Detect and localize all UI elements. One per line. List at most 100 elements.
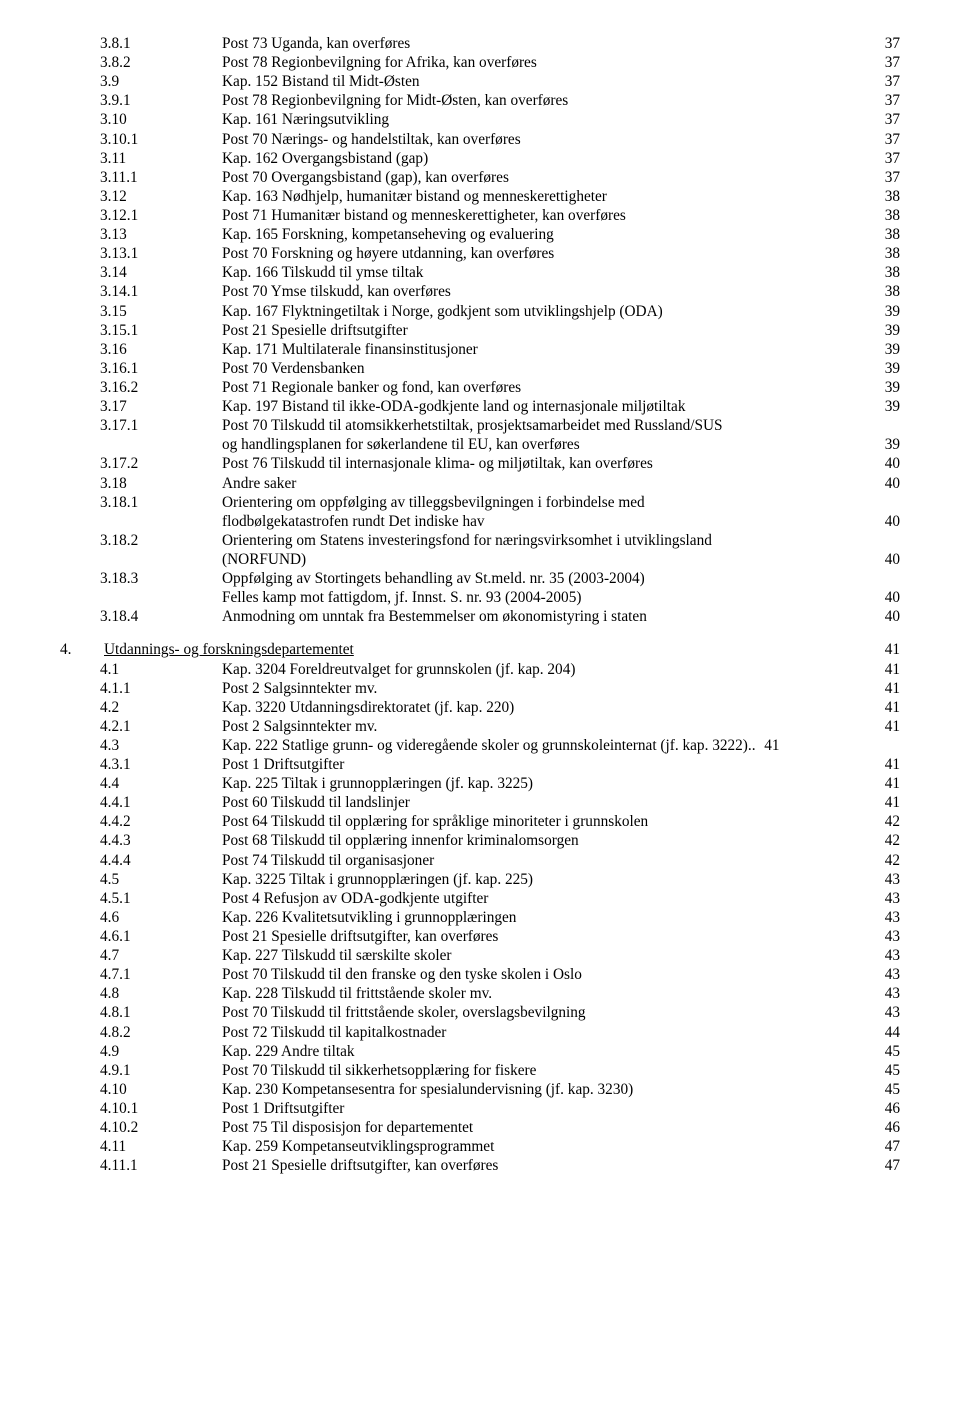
toc-number: 3.9.1: [60, 91, 222, 110]
toc-title: Post 70 Nærings- og handelstiltak, kan o…: [222, 130, 521, 149]
toc-entry: 3.18.1Orientering om oppfølging av tille…: [60, 493, 900, 512]
toc-entry-continuation: (NORFUND)40: [60, 550, 900, 569]
toc-entry-continuation: flodbølgekatastrofen rundt Det indiske h…: [60, 512, 900, 531]
toc-title: Post 68 Tilskudd til opplæring innenfor …: [222, 831, 579, 850]
toc-entry: 3.12.1Post 71 Humanitær bistand og menne…: [60, 206, 900, 225]
toc-page-number: 43: [876, 1003, 900, 1022]
toc-page-number: 43: [876, 870, 900, 889]
toc-number: 4.11: [60, 1137, 222, 1156]
toc-page-number: 43: [876, 965, 900, 984]
toc-title: Kap. 229 Andre tiltak: [222, 1042, 355, 1061]
toc-number: 4.4.3: [60, 831, 222, 850]
toc-title: Post 74 Tilskudd til organisasjoner: [222, 851, 434, 870]
toc-number: 3.16: [60, 340, 222, 359]
toc-number: 4.3: [60, 736, 222, 755]
toc-number: 3.16.1: [60, 359, 222, 378]
toc-entry: 3.14.1Post 70 Ymse tilskudd, kan overfør…: [60, 282, 900, 301]
toc-title: Post 70 Tilskudd til sikkerhetsopplæring…: [222, 1061, 536, 1080]
toc-number: 3.10: [60, 110, 222, 129]
toc-number: 3.12.1: [60, 206, 222, 225]
toc-number: 3.10.1: [60, 130, 222, 149]
toc-number: 4.1.1: [60, 679, 222, 698]
toc-title: Kap. 197 Bistand til ikke-ODA-godkjente …: [222, 397, 686, 416]
toc-title: Post 70 Ymse tilskudd, kan overføres: [222, 282, 451, 301]
toc-page-number: 42: [876, 851, 900, 870]
toc-number: 3.12: [60, 187, 222, 206]
table-of-contents: 3.8.1Post 73 Uganda, kan overføres373.8.…: [60, 34, 900, 1175]
toc-page-number: 43: [876, 984, 900, 1003]
toc-entry: 4.4.1Post 60 Tilskudd til landslinjer41: [60, 793, 900, 812]
toc-title: Kap. 166 Tilskudd til ymse tiltak: [222, 263, 423, 282]
toc-number: 4.: [60, 640, 104, 659]
toc-page-number: 40: [876, 512, 900, 531]
toc-title: Kap. 226 Kvalitetsutvikling i grunnopplæ…: [222, 908, 516, 927]
toc-entry: 4.6Kap. 226 Kvalitetsutvikling i grunnop…: [60, 908, 900, 927]
toc-title: Kap. 162 Overgangsbistand (gap): [222, 149, 428, 168]
toc-title: Kap. 3220 Utdanningsdirektoratet (jf. ka…: [222, 698, 514, 717]
toc-number: 3.13.1: [60, 244, 222, 263]
toc-entry-continuation: og handlingsplanen for søkerlandene til …: [60, 435, 900, 454]
toc-page-number: 39: [876, 435, 900, 454]
toc-number: 4.2: [60, 698, 222, 717]
toc-entry: 4.Utdannings- og forskningsdepartementet…: [60, 640, 900, 659]
toc-title: Post 70 Tilskudd til frittstående skoler…: [222, 1003, 586, 1022]
toc-page-number: 41: [876, 660, 900, 679]
toc-title: Post 70 Verdensbanken: [222, 359, 364, 378]
toc-entry: 3.16.2Post 71 Regionale banker og fond, …: [60, 378, 900, 397]
toc-title: Post 78 Regionbevilgning for Midt-Østen,…: [222, 91, 568, 110]
toc-entry: 4.5.1Post 4 Refusjon av ODA-godkjente ut…: [60, 889, 900, 908]
toc-page-number: 43: [876, 946, 900, 965]
toc-title: Oppfølging av Stortingets behandling av …: [222, 569, 645, 588]
toc-entry: 4.2.1Post 2 Salgsinntekter mv.41: [60, 717, 900, 736]
toc-page-number: 47: [876, 1156, 900, 1175]
toc-page-number: 38: [876, 225, 900, 244]
toc-entry: 3.13Kap. 165 Forskning, kompetanseheving…: [60, 225, 900, 244]
toc-title: Post 76 Tilskudd til internasjonale klim…: [222, 454, 653, 473]
toc-title: Post 70 Forskning og høyere utdanning, k…: [222, 244, 554, 263]
toc-entry: 4.7Kap. 227 Tilskudd til særskilte skole…: [60, 946, 900, 965]
toc-entry: 3.17Kap. 197 Bistand til ikke-ODA-godkje…: [60, 397, 900, 416]
toc-title: Kap. 3225 Tiltak i grunnopplæringen (jf.…: [222, 870, 533, 889]
toc-page-number: 37: [876, 130, 900, 149]
toc-entry: 3.18.4Anmodning om unntak fra Bestemmels…: [60, 607, 900, 626]
toc-title: Post 78 Regionbevilgning for Afrika, kan…: [222, 53, 537, 72]
toc-number: 4.11.1: [60, 1156, 222, 1175]
toc-entry: 3.16Kap. 171 Multilaterale finansinstitu…: [60, 340, 900, 359]
toc-title: Orientering om Statens investeringsfond …: [222, 531, 712, 550]
toc-number: 4.2.1: [60, 717, 222, 736]
toc-entry: 4.3Kap. 222 Statlige grunn- og videregåe…: [60, 736, 900, 755]
toc-page-number: 37: [876, 34, 900, 53]
toc-title: Post 71 Humanitær bistand og menneskeret…: [222, 206, 626, 225]
toc-number: 3.17.1: [60, 416, 222, 435]
toc-page-number: 42: [876, 812, 900, 831]
toc-title: Post 2 Salgsinntekter mv.: [222, 679, 377, 698]
toc-page-number: 40: [876, 550, 900, 569]
toc-spacer: [60, 626, 900, 640]
toc-entry: 3.9Kap. 152 Bistand til Midt-Østen37: [60, 72, 900, 91]
toc-number: 3.17: [60, 397, 222, 416]
toc-page-number: 47: [876, 1137, 900, 1156]
toc-number: 3.17.2: [60, 454, 222, 473]
toc-page-number: 38: [876, 187, 900, 206]
toc-entry: 4.8.1Post 70 Tilskudd til frittstående s…: [60, 1003, 900, 1022]
toc-page-number: 43: [876, 908, 900, 927]
toc-number: 4.4.1: [60, 793, 222, 812]
toc-title: Kap. 165 Forskning, kompetanseheving og …: [222, 225, 554, 244]
toc-page-number: 37: [876, 72, 900, 91]
toc-entry: 4.10.2Post 75 Til disposisjon for depart…: [60, 1118, 900, 1137]
toc-page-number: 44: [876, 1023, 900, 1042]
toc-entry: 3.16.1Post 70 Verdensbanken39: [60, 359, 900, 378]
toc-entry: 3.18Andre saker40: [60, 474, 900, 493]
toc-title: Post 2 Salgsinntekter mv.: [222, 717, 377, 736]
toc-number: 3.9: [60, 72, 222, 91]
toc-title: Anmodning om unntak fra Bestemmelser om …: [222, 607, 647, 626]
toc-entry: 4.1.1Post 2 Salgsinntekter mv.41: [60, 679, 900, 698]
toc-page-number: 41: [876, 774, 900, 793]
toc-number: 3.14.1: [60, 282, 222, 301]
toc-entry: 3.9.1Post 78 Regionbevilgning for Midt-Ø…: [60, 91, 900, 110]
toc-entry: 4.10Kap. 230 Kompetansesentra for spesia…: [60, 1080, 900, 1099]
toc-page-number: 38: [876, 206, 900, 225]
toc-number: 4.7.1: [60, 965, 222, 984]
toc-title: Post 73 Uganda, kan overføres: [222, 34, 410, 53]
toc-title: Kap. 171 Multilaterale finansinstitusjon…: [222, 340, 478, 359]
